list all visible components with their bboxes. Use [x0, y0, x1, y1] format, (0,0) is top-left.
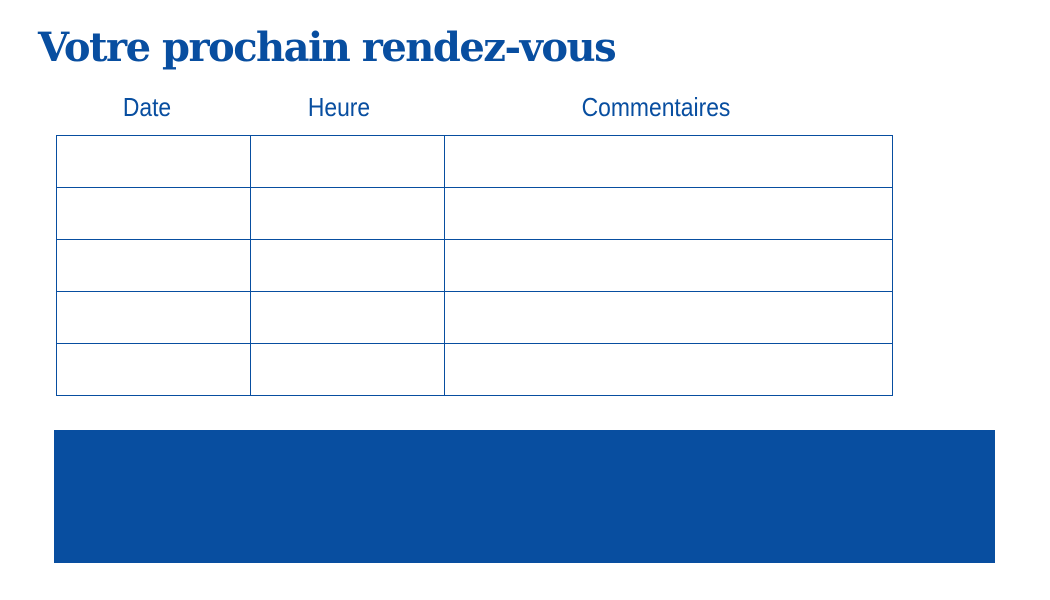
time-cell[interactable]	[250, 135, 445, 188]
time-cell[interactable]	[250, 187, 445, 240]
table-row	[56, 291, 893, 344]
comments-cell[interactable]	[444, 187, 893, 240]
table-row	[56, 239, 893, 292]
time-cell[interactable]	[250, 343, 445, 396]
date-cell[interactable]	[56, 239, 251, 292]
time-cell[interactable]	[250, 291, 445, 344]
comments-cell[interactable]	[444, 135, 893, 188]
date-cell[interactable]	[56, 187, 251, 240]
comments-cell[interactable]	[444, 291, 893, 344]
column-header-date: Date	[122, 92, 172, 122]
footer-band	[54, 430, 995, 563]
table-row	[56, 343, 893, 396]
column-header-time: Heure	[307, 92, 371, 122]
comments-cell[interactable]	[444, 343, 893, 396]
time-cell[interactable]	[250, 239, 445, 292]
date-cell[interactable]	[56, 291, 251, 344]
date-cell[interactable]	[56, 343, 251, 396]
comments-cell[interactable]	[444, 239, 893, 292]
appointment-table	[56, 135, 893, 396]
table-row	[56, 135, 893, 188]
table-row	[56, 187, 893, 240]
date-cell[interactable]	[56, 135, 251, 188]
page-title: Votre prochain rendez-vous	[38, 24, 617, 71]
column-header-comments: Commentaires	[581, 92, 731, 122]
